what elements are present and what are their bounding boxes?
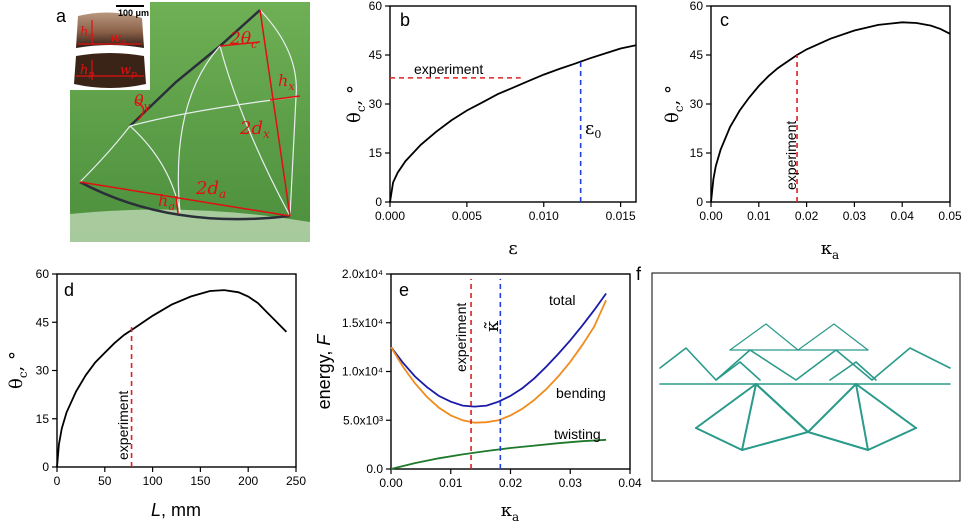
ruler	[70, 209, 310, 242]
x-tick-label: 0.02	[499, 476, 523, 490]
theta-y-label: θy	[134, 91, 151, 113]
x-tick-label: 0.03	[843, 209, 867, 223]
y-tick-label: 45	[36, 315, 50, 329]
series-line-theta_c	[56, 289, 288, 468]
y-tick-label: 1.5x10⁴	[342, 316, 383, 330]
y-tick-label: 60	[369, 0, 383, 13]
x-axis-label: ε	[508, 238, 517, 259]
y-tick-label: 30	[36, 364, 50, 378]
experiment-label: experiment	[115, 391, 131, 460]
x-tick-label: 0.04	[618, 476, 642, 490]
x-tick-label: 0.01	[747, 209, 771, 223]
y-tick-label: 45	[369, 48, 383, 62]
x-tick-label: 0.00	[699, 209, 723, 223]
x-tick-label: 0.015	[606, 209, 636, 223]
y-tick-label: 0	[696, 195, 703, 209]
inset-w-p: wp	[120, 63, 137, 80]
epsilon0-label: ε0	[585, 118, 601, 141]
x-tick-label: 250	[286, 474, 306, 488]
x-axis-label: κa	[501, 500, 519, 524]
x-tick-label: 0.000	[375, 209, 405, 223]
panel-label-f: f	[636, 264, 642, 284]
x-tick-label: 0.010	[529, 209, 559, 223]
x-tick-label: 0.03	[559, 476, 583, 490]
y-tick-label: 60	[36, 267, 50, 281]
y-tick-label: 15	[690, 146, 704, 160]
x-tick-label: 0.005	[452, 209, 482, 223]
d-a-label: 2da	[195, 178, 226, 201]
series-label-twisting: twisting	[554, 426, 601, 442]
x-axis-label: L, mm	[151, 500, 201, 520]
chart-d: 0 50 100 150 200 250 0 15 30 45 60 L, mm θc, ° d exper…	[6, 267, 306, 520]
x-tick-label: 0.00	[379, 476, 403, 490]
panel-label-a: a	[56, 6, 67, 26]
experiment-label: experiment	[453, 303, 469, 372]
series-line-bending	[390, 299, 607, 424]
inset-w-a: wa	[110, 31, 127, 48]
x-tick-label: 0.01	[439, 476, 463, 490]
series-label-bending: bending	[556, 385, 606, 401]
x-tick-label: 0	[54, 474, 61, 488]
inset-cross-section: ha wa hp wp 100 μm	[70, 2, 150, 90]
theta-c-label: 2θc	[229, 29, 257, 51]
scale-bar-label: 100 μm	[118, 8, 149, 18]
y-tick-label: 0	[42, 460, 49, 474]
annotation-labels: 2θc hx θy 2dx 2da ha	[134, 29, 295, 213]
structure-threads	[79, 9, 297, 217]
plot-frame	[389, 5, 637, 203]
panel-label: e	[399, 280, 409, 300]
chart-e: 0.00 0.01 0.02 0.03 0.04 0.0 5.0x10³ 1.0x10⁴ 1.5…	[314, 267, 642, 524]
y-tick-label: 1.0x10⁴	[342, 365, 383, 379]
panel-a-photo: 2θc hx θy 2dx 2da ha ha wa hp wp 100 μm	[70, 2, 310, 242]
h-a-label: ha	[158, 191, 175, 213]
x-tick-label: 0.05	[938, 209, 962, 223]
series-label-total: total	[549, 292, 575, 308]
y-tick-label: 2.0x10⁴	[342, 267, 383, 281]
y-tick-label: 30	[690, 97, 704, 111]
series-line-theta_c	[389, 44, 637, 203]
structure-rods	[79, 9, 291, 221]
x-tick-label: 50	[98, 474, 112, 488]
experiment-label: experiment	[783, 121, 799, 190]
y-axis-label: energy, F	[314, 334, 334, 410]
y-tick-label: 15	[369, 146, 383, 160]
chart-b: 0.000 0.005 0.010 0.015 0 15 30 45 60 ε θc, ° b expe…	[344, 0, 637, 259]
series-line-twisting	[390, 438, 607, 470]
y-axis-label: θc, °	[6, 351, 30, 389]
inset-h-a: ha	[80, 25, 94, 42]
inset-h-p: hp	[80, 63, 94, 80]
x-tick-label: 0.04	[891, 209, 915, 223]
series-line-theta_c	[710, 21, 951, 203]
x-axis-label: κa	[821, 238, 839, 262]
y-tick-label: 0.0	[366, 462, 383, 476]
y-tick-label: 5.0x10³	[343, 413, 383, 427]
x-tick-label: 150	[190, 474, 210, 488]
y-tick-label: 60	[690, 0, 704, 13]
experiment-label: experiment	[414, 61, 483, 77]
d-x-label: 2dx	[239, 118, 270, 141]
y-tick-label: 45	[690, 48, 704, 62]
chart-c: 0.00 0.01 0.02 0.03 0.04 0.05 0 15 30 45 60 κa θc, °…	[662, 0, 962, 262]
series-line-total	[390, 292, 607, 408]
annotation-lines	[79, 9, 301, 217]
x-tick-label: 200	[238, 474, 258, 488]
y-tick-label: 0	[375, 195, 382, 209]
y-tick-label: 15	[36, 412, 50, 426]
kappa-tilde-label: κ̃	[482, 320, 503, 332]
panel-label: b	[400, 10, 410, 30]
y-axis-label: θc, °	[662, 85, 686, 123]
panel-label: d	[64, 280, 74, 300]
plot-frame	[710, 5, 951, 203]
y-axis-label: θc, °	[344, 85, 368, 123]
panel-f-lattice	[659, 323, 951, 451]
panel-f-frame	[651, 272, 961, 482]
y-tick-label: 30	[369, 97, 383, 111]
x-tick-label: 100	[143, 474, 163, 488]
h-x-label: hx	[278, 71, 295, 93]
panel-label: c	[720, 10, 729, 30]
x-tick-label: 0.02	[795, 209, 819, 223]
